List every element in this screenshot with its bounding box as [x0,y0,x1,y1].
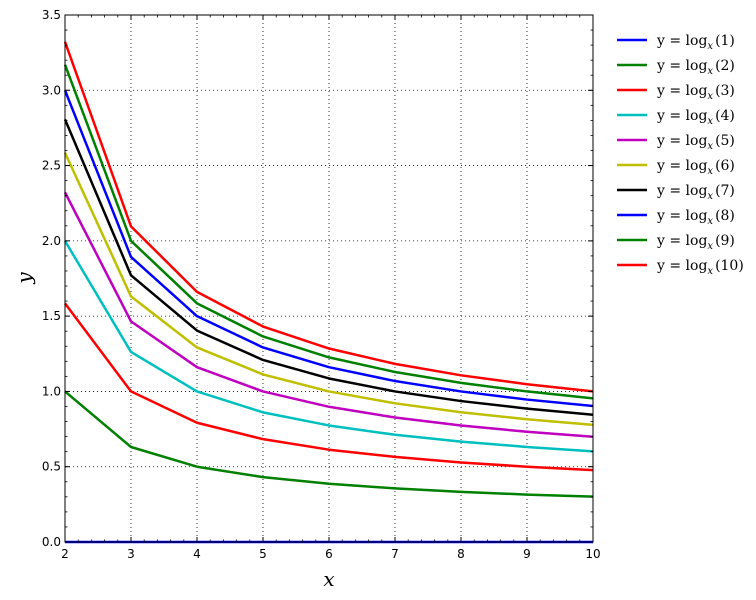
y-tick-label: 1.0 [42,384,61,398]
y-tick-label: 0.0 [42,535,61,549]
legend-label: y = logx (7) [656,183,735,202]
y-tick-label: 0.5 [42,460,61,474]
x-tick-label: 6 [325,547,333,561]
y-tick-label: 3.5 [42,8,61,22]
legend-label: y = logx (9) [656,233,735,252]
legend-item-9: y = logx (9) [617,233,735,252]
x-tick-labels: 2 3 4 5 6 7 8 9 10 [61,547,600,561]
legend-item-6: y = logx (6) [617,158,735,177]
series-line-2 [64,390,594,498]
y-axis-label: y [12,272,36,285]
x-tick-label: 4 [193,547,201,561]
series-line-10 [63,41,594,393]
x-axis-label: x [323,567,334,591]
series-line-6 [63,152,594,427]
y-tick-label: 3.0 [42,83,61,97]
legend-item-10: y = logx (10) [617,258,744,277]
legend-label: y = logx (3) [656,83,735,102]
legend-item-1: y = logx (1) [617,33,735,52]
legend-label: y = logx (10) [656,258,744,277]
series-line-3 [63,302,594,472]
legend-item-3: y = logx (3) [617,83,735,102]
legend-item-4: y = logx (4) [617,108,735,127]
x-tick-label: 3 [127,547,135,561]
legend-label: y = logx (2) [656,58,735,77]
legend-label: y = logx (5) [656,133,735,152]
legend-item-8: y = logx (8) [617,208,735,227]
y-tick-labels: 0.0 0.5 1.0 1.5 2.0 2.5 3.0 3.5 [42,8,61,549]
series-line-5 [63,191,594,438]
legend-label: y = logx (6) [656,158,735,177]
y-tick-label: 1.5 [42,309,61,323]
y-tick-label: 2.5 [42,159,61,173]
x-tick-label: 2 [61,547,69,561]
series-line-7 [63,118,594,417]
grid [64,14,594,543]
x-tick-label: 9 [523,547,531,561]
x-tick-label: 10 [585,547,600,561]
series-line-8 [63,89,594,408]
legend-label: y = logx (1) [656,33,735,52]
series-line-4 [63,240,594,453]
series-line-9 [63,64,594,400]
legend-item-5: y = logx (5) [617,133,735,152]
legend-item-2: y = logx (2) [617,58,735,77]
plot-frame [64,14,594,543]
x-tick-label: 5 [259,547,267,561]
x-tick-label: 8 [457,547,465,561]
y-tick-label: 2.0 [42,234,61,248]
legend: y = logx (1) y = logx (2) y = logx (3) y = log… [617,33,744,277]
legend-label: y = logx (8) [656,208,735,227]
legend-label: y = logx (4) [656,108,735,127]
axis-ticks [64,14,594,543]
x-tick-label: 7 [391,547,399,561]
series-lines [63,41,594,544]
legend-item-7: y = logx (7) [617,183,735,202]
